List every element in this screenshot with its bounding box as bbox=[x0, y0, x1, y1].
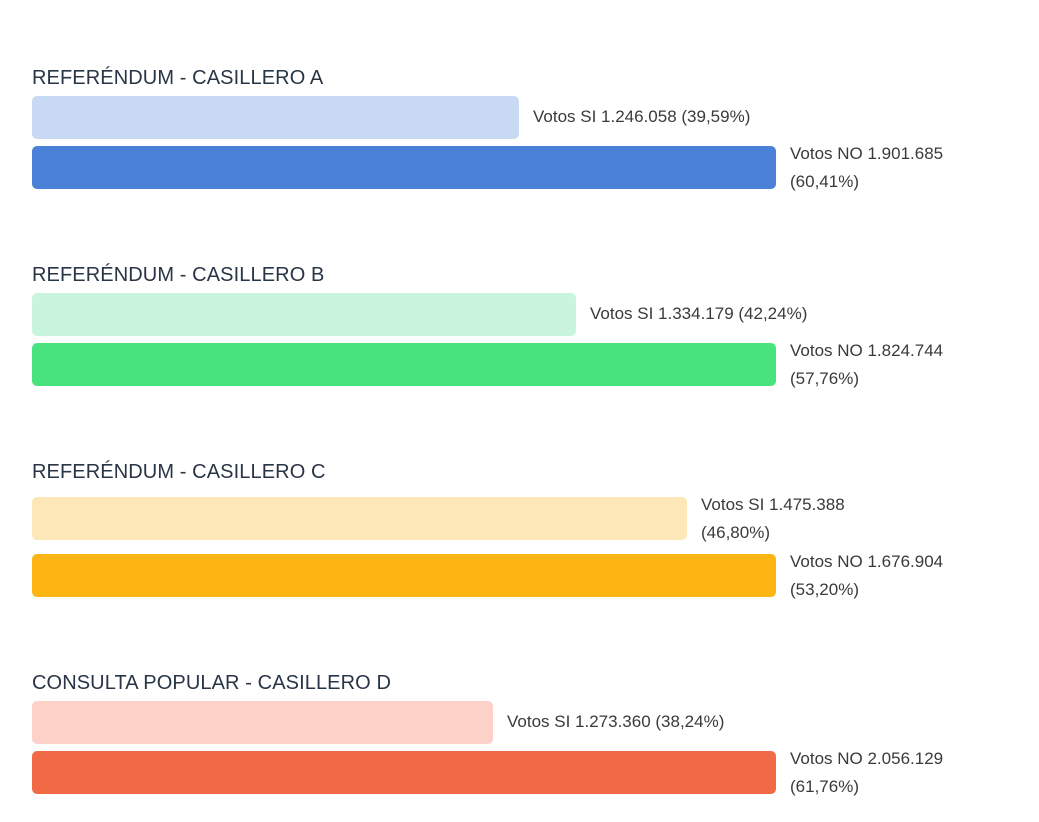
bar-no[interactable] bbox=[32, 343, 776, 386]
bar-row-no: Votos NO 1.676.904 (53,20%) bbox=[32, 552, 1022, 599]
bar-label-si: Votos SI 1.273.360 (38,24%) bbox=[507, 712, 725, 731]
bar-label-no: Votos NO 2.056.129 (61,76%) bbox=[790, 749, 944, 796]
bar-row-no: Votos NO 2.056.129 (61,76%) bbox=[32, 749, 1022, 796]
chart-title: REFERÉNDUM - CASILLERO A bbox=[32, 67, 324, 89]
chart-title: REFERÉNDUM - CASILLERO B bbox=[32, 264, 325, 286]
bar-si[interactable] bbox=[32, 701, 493, 744]
bar-no[interactable] bbox=[32, 146, 776, 189]
bar-si[interactable] bbox=[32, 293, 576, 336]
chart-title: REFERÉNDUM - CASILLERO C bbox=[32, 461, 326, 483]
bar-label-no: Votos NO 1.676.904 (53,20%) bbox=[790, 552, 944, 599]
bar-label-no: Votos NO 1.824.744 (57,76%) bbox=[790, 341, 944, 388]
bar-no[interactable] bbox=[32, 751, 776, 794]
bar-row-si: Votos SI 1.334.179 (42,24%) bbox=[32, 293, 1022, 337]
bar-label-si: Votos SI 1.246.058 (39,59%) bbox=[533, 107, 751, 126]
bar-label-si: Votos SI 1.334.179 (42,24%) bbox=[590, 304, 808, 323]
bar-si[interactable] bbox=[32, 497, 687, 540]
bar-row-no: Votos NO 1.824.744 (57,76%) bbox=[32, 341, 1022, 388]
bar-row-si: Votos SI 1.246.058 (39,59%) bbox=[32, 96, 1022, 140]
bar-si[interactable] bbox=[32, 96, 519, 139]
bar-no[interactable] bbox=[32, 554, 776, 597]
bar-row-si: Votos SI 1.273.360 (38,24%) bbox=[32, 701, 1022, 745]
chart-title: CONSULTA POPULAR - CASILLERO D bbox=[32, 672, 392, 694]
bar-label-no: Votos NO 1.901.685 (60,41%) bbox=[790, 144, 944, 191]
bar-row-si: Votos SI 1.475.388 (46,80%) bbox=[32, 495, 1022, 542]
bar-row-no: Votos NO 1.901.685 (60,41%) bbox=[32, 144, 1022, 191]
bar-label-si: Votos SI 1.475.388 (46,80%) bbox=[701, 495, 845, 542]
